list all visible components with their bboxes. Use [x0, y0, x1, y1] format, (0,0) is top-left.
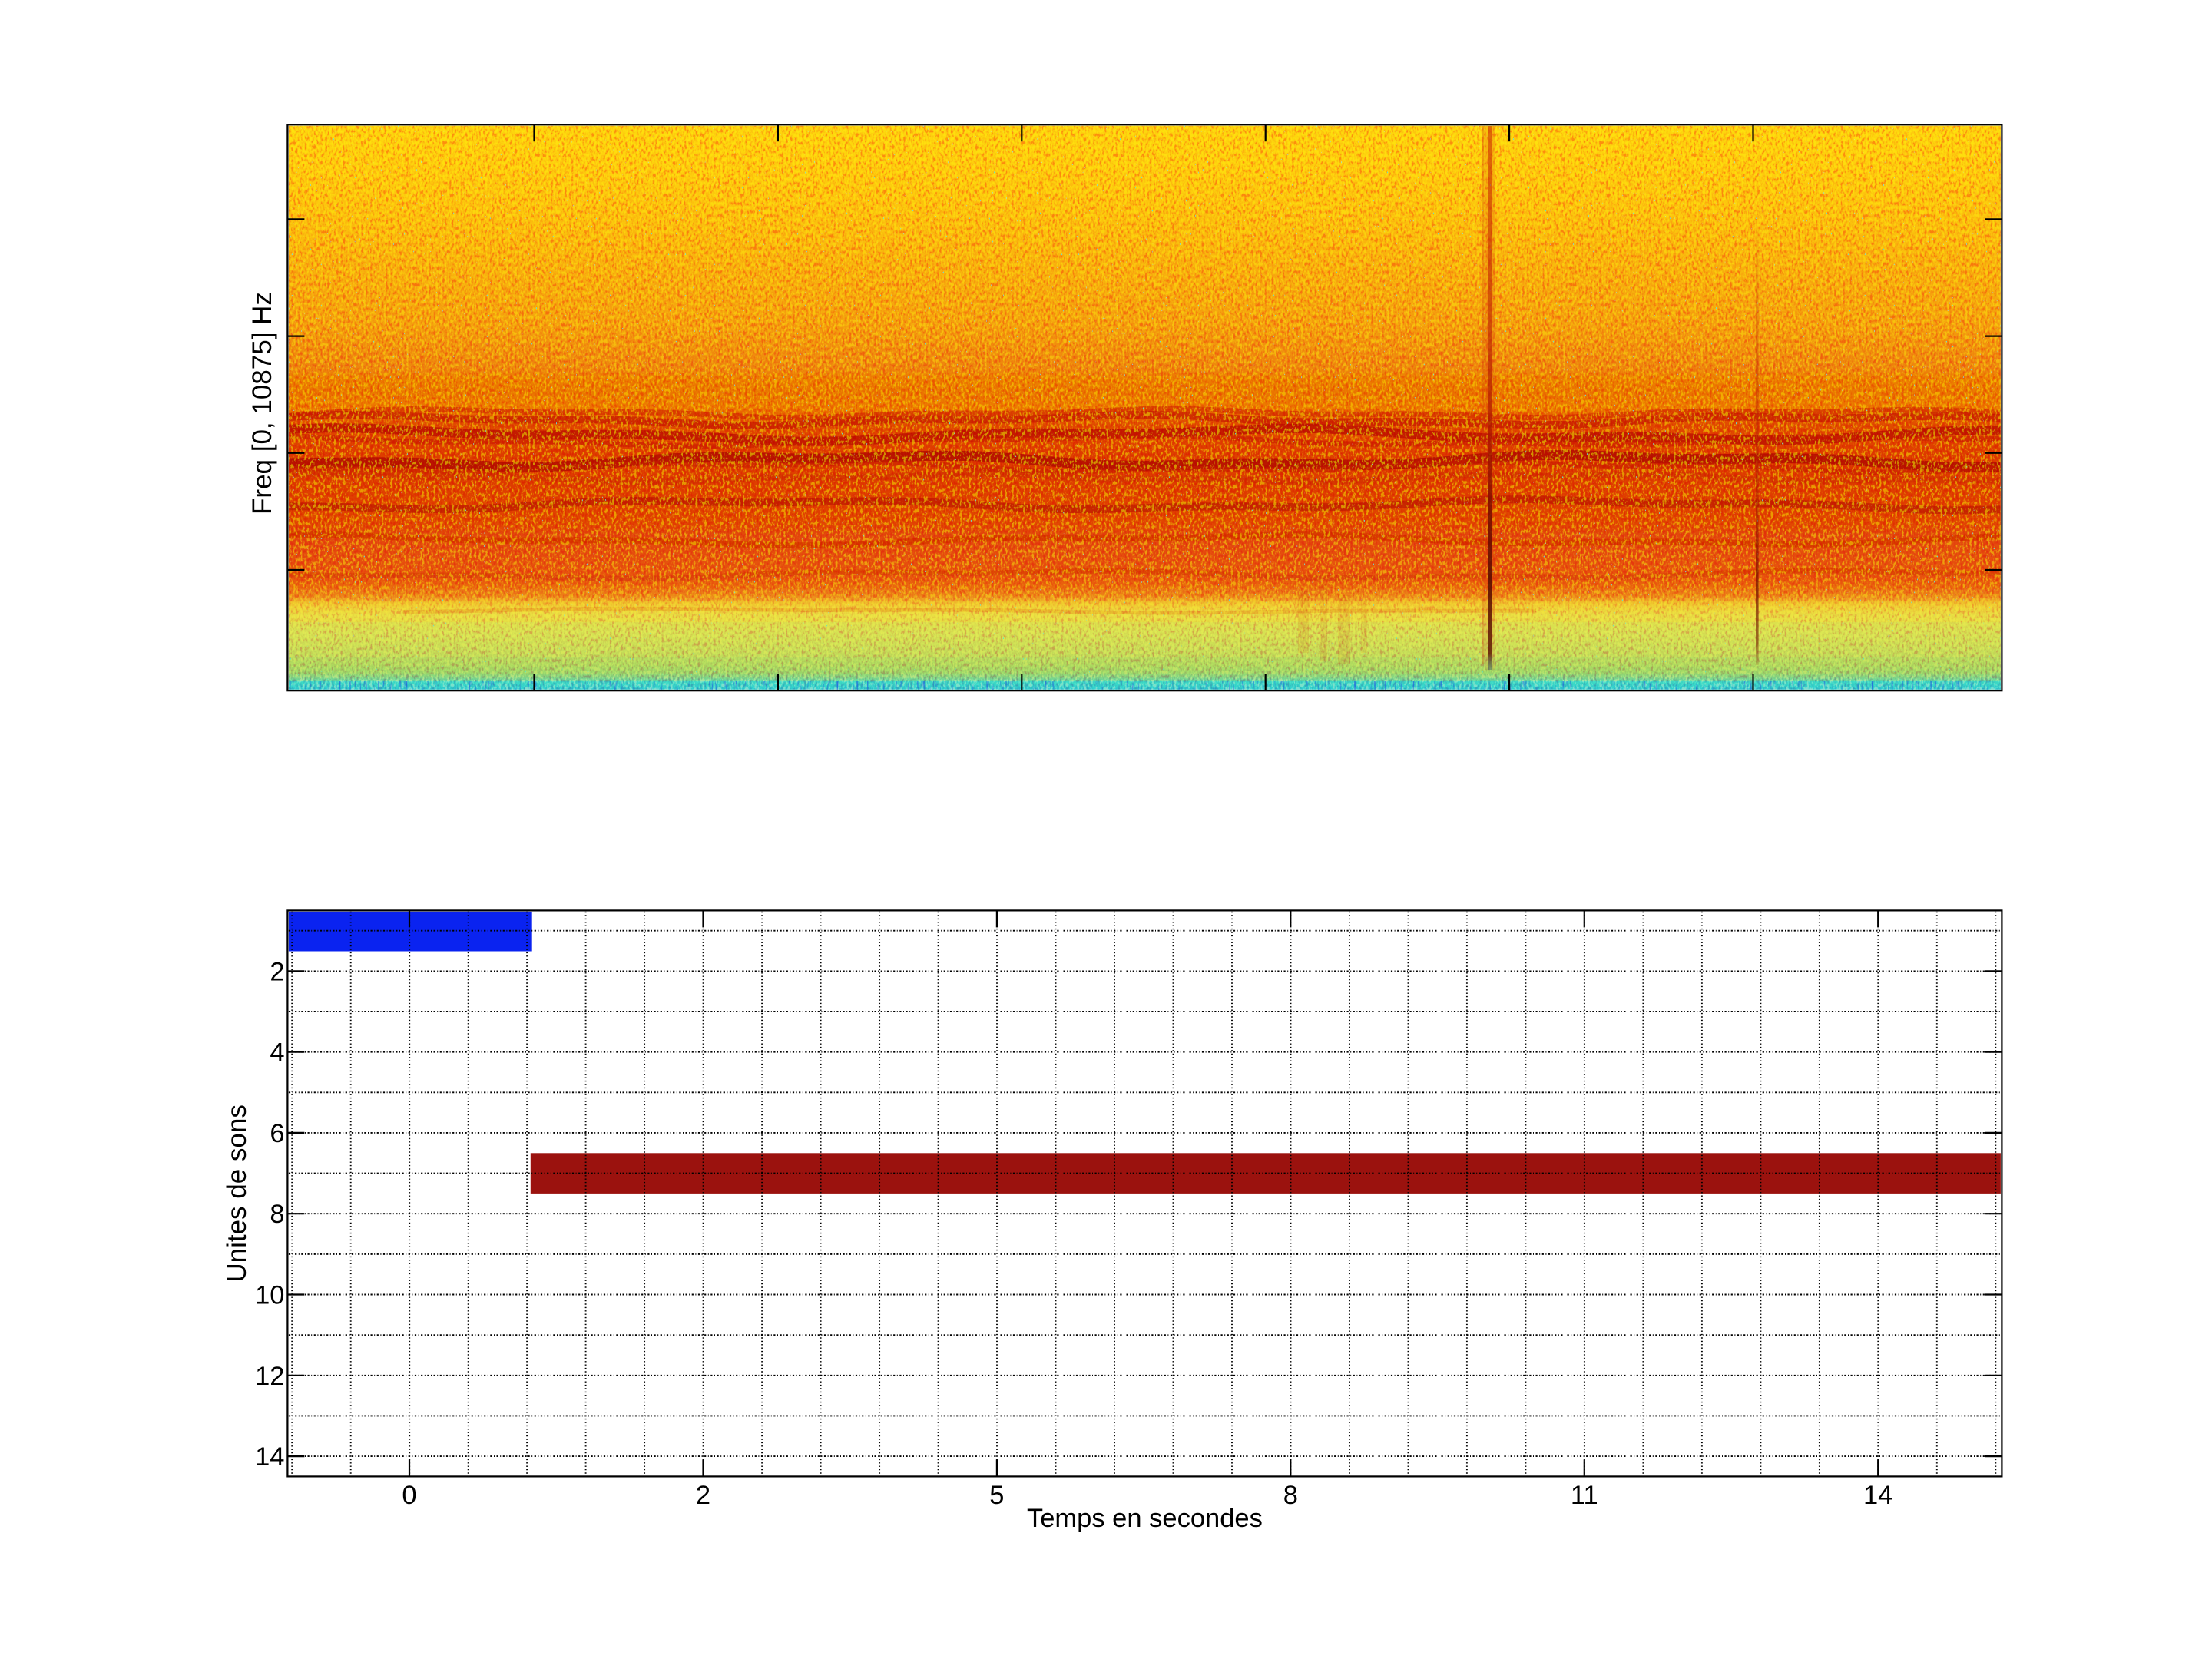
svg-text:0: 0	[402, 1481, 416, 1510]
svg-text:4: 4	[270, 1038, 284, 1068]
svg-text:14: 14	[255, 1442, 284, 1472]
svg-text:Temps en secondes: Temps en secondes	[1027, 1504, 1263, 1533]
svg-text:8: 8	[270, 1200, 284, 1229]
svg-text:10: 10	[255, 1281, 284, 1310]
svg-text:11: 11	[1571, 1481, 1598, 1510]
svg-text:Freq [0, 10875] Hz: Freq [0, 10875] Hz	[247, 292, 277, 515]
svg-text:8: 8	[1283, 1481, 1298, 1510]
svg-text:12: 12	[255, 1362, 284, 1391]
svg-text:2: 2	[696, 1481, 710, 1510]
svg-text:6: 6	[270, 1119, 284, 1148]
svg-text:5: 5	[989, 1481, 1004, 1510]
svg-text:14: 14	[1863, 1481, 1892, 1510]
svg-text:2: 2	[270, 957, 284, 986]
svg-text:Unites de sons: Unites de sons	[222, 1104, 252, 1283]
